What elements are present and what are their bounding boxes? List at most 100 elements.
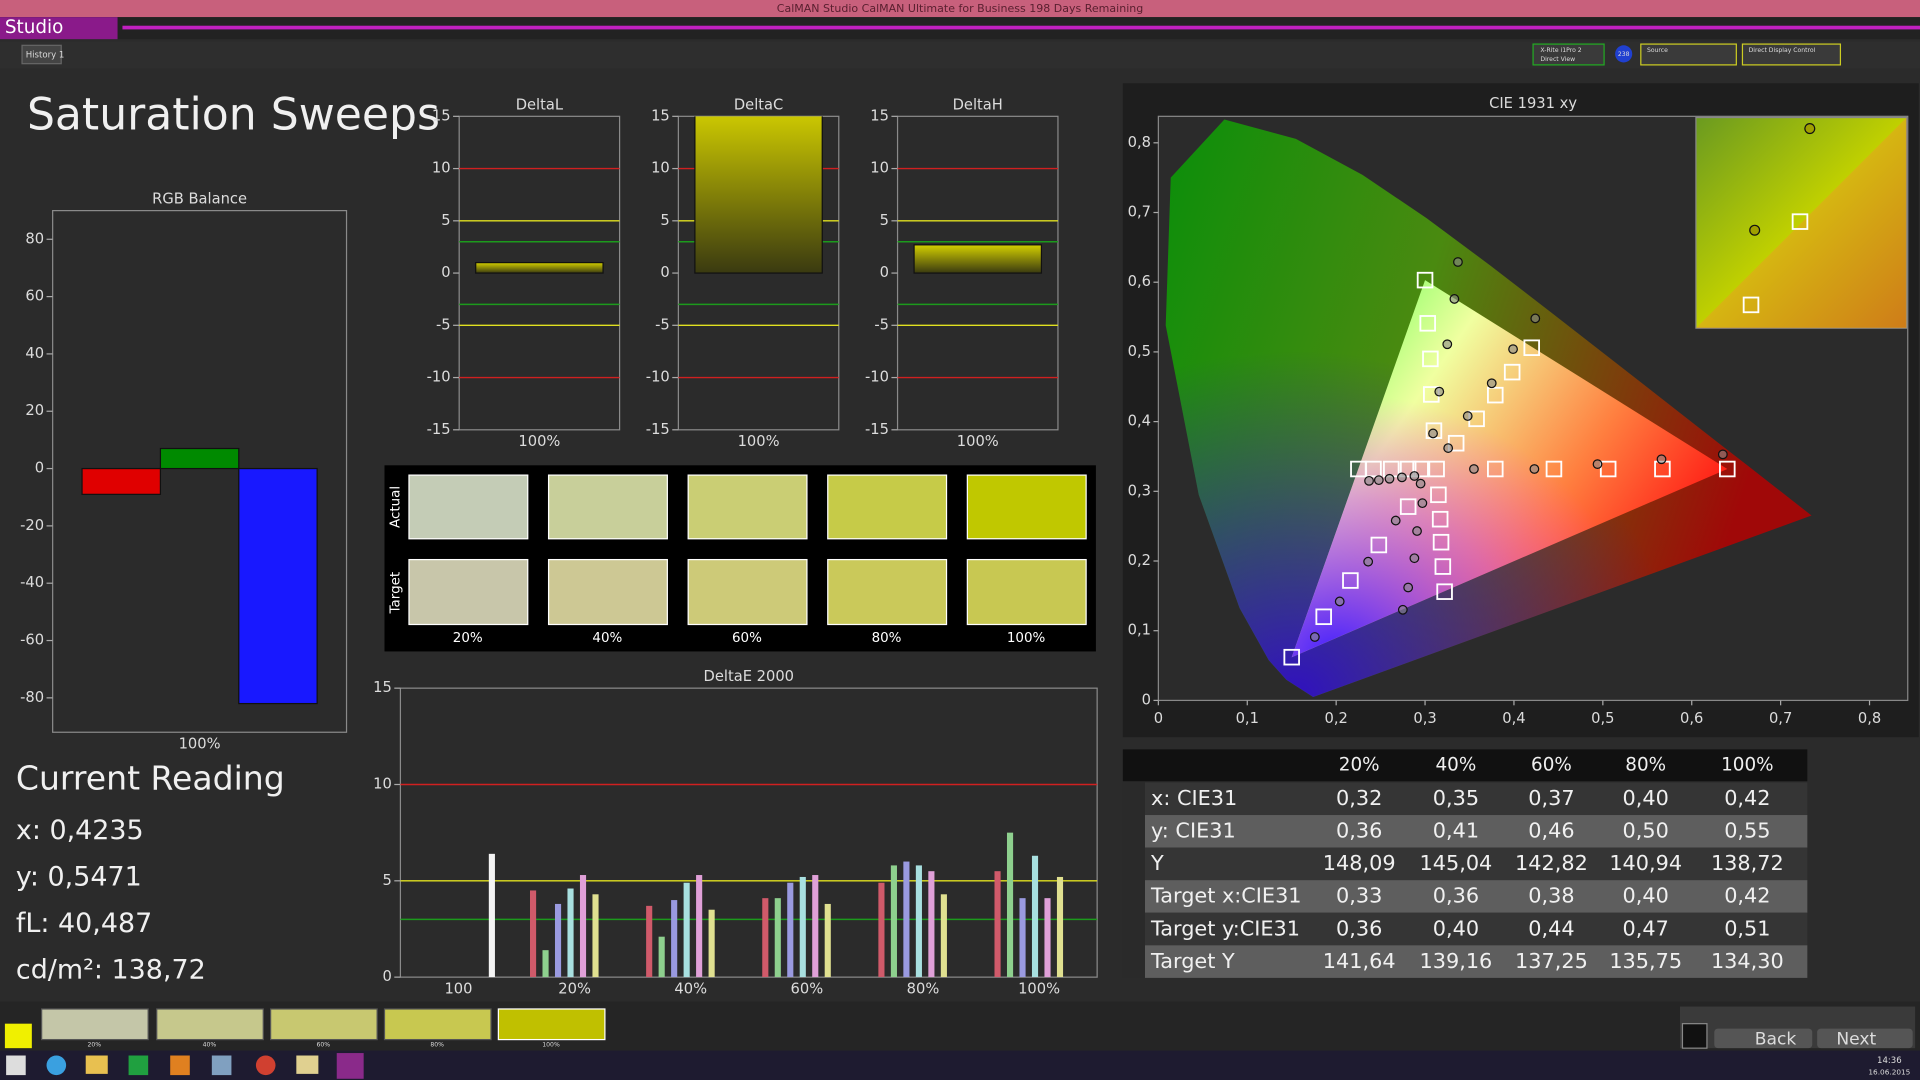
x-tick-label: 100% xyxy=(179,735,221,752)
clock-date: 16.06.2015 xyxy=(1868,1068,1910,1077)
thumbnail[interactable] xyxy=(270,1008,378,1041)
row-header: x: CIE31 xyxy=(1151,786,1237,810)
bar xyxy=(694,116,823,274)
target-point xyxy=(1428,460,1445,478)
table-row-gutter xyxy=(1122,880,1145,913)
table-cell: 0,36 xyxy=(1433,884,1479,908)
target-point xyxy=(1416,271,1434,289)
page-title: Saturation Sweeps xyxy=(27,90,440,141)
taskbar-icon[interactable] xyxy=(128,1055,149,1076)
measured-point xyxy=(1403,582,1414,593)
swatch-target xyxy=(687,558,808,626)
thumbnail[interactable] xyxy=(497,1008,606,1041)
y-tick-label: -5 xyxy=(655,316,670,333)
bar xyxy=(646,905,653,978)
table-cell: 0,35 xyxy=(1433,786,1479,810)
measured-point xyxy=(1486,378,1497,389)
bars xyxy=(694,116,823,274)
y-tick-label: 40 xyxy=(25,345,44,362)
bar xyxy=(1006,832,1014,978)
table-row-gutter xyxy=(1122,815,1145,848)
y-tick-label: -5 xyxy=(874,316,889,333)
column-header: 60% xyxy=(1531,754,1572,775)
y-tick-label: -10 xyxy=(427,369,451,386)
source-box[interactable] xyxy=(1640,43,1737,66)
row-label: Actual xyxy=(389,486,404,528)
taskbar-icon[interactable] xyxy=(296,1055,319,1074)
y-tick-label: -15 xyxy=(427,421,451,438)
gamut-triangle-shade xyxy=(1291,280,1728,658)
bar xyxy=(799,876,806,978)
target-point xyxy=(1419,315,1436,332)
table-cell: 0,36 xyxy=(1336,819,1382,843)
device-box[interactable] xyxy=(1532,43,1605,66)
chart-title: RGB Balance xyxy=(152,191,247,208)
bar xyxy=(812,875,819,978)
taskbar-icon[interactable] xyxy=(255,1055,276,1076)
target-point xyxy=(1503,363,1521,381)
stop-button[interactable] xyxy=(1681,1023,1708,1049)
measured-point xyxy=(1469,464,1479,474)
bar xyxy=(787,882,794,978)
table-cell: 141,64 xyxy=(1323,949,1396,973)
history-tab[interactable] xyxy=(21,44,62,65)
thumbnail[interactable] xyxy=(383,1008,492,1041)
swatch-target xyxy=(966,558,1087,626)
measured-point xyxy=(1409,553,1420,564)
x-tick-label: 0,2 xyxy=(1324,710,1347,727)
current-swatch xyxy=(4,1023,32,1049)
start-button[interactable] xyxy=(6,1055,26,1076)
target-point xyxy=(1487,386,1504,404)
inset-target xyxy=(1742,296,1760,314)
y-tick-label: -60 xyxy=(20,632,44,649)
bars xyxy=(475,261,604,274)
back-button[interactable] xyxy=(1714,1028,1813,1049)
y-tick-label: 15 xyxy=(870,107,889,124)
app-button[interactable] xyxy=(0,17,118,40)
y-tick-label: -80 xyxy=(20,689,44,706)
column-header: 20% xyxy=(1339,754,1380,775)
bar xyxy=(475,261,604,274)
device-name: X-Rite i1Pro 2 xyxy=(1540,47,1581,54)
x-tick-label: 20% xyxy=(558,980,591,997)
bar xyxy=(530,890,537,978)
swatch-label: 100% xyxy=(1007,631,1046,646)
next-button[interactable] xyxy=(1817,1028,1913,1049)
swatch-target xyxy=(408,558,529,626)
display-box[interactable] xyxy=(1741,43,1842,66)
y-tick-label: 0 xyxy=(382,968,391,985)
x-tick-label: 0 xyxy=(1154,710,1163,727)
row-label: Target xyxy=(389,572,404,615)
inset-point xyxy=(1749,224,1761,236)
y-tick-label: 10 xyxy=(432,160,451,177)
table-row-gutter xyxy=(1122,782,1145,816)
table-cell: 0,38 xyxy=(1528,884,1574,908)
table-cell: 139,16 xyxy=(1420,949,1493,973)
target-point xyxy=(1545,460,1563,478)
x-tick-label: 100% xyxy=(1018,980,1060,997)
taskbar-icon[interactable] xyxy=(170,1055,190,1076)
thumbnail[interactable] xyxy=(41,1008,149,1041)
row-header: Y xyxy=(1150,851,1164,875)
swatch-label: 60% xyxy=(732,631,762,646)
bar xyxy=(1044,898,1051,978)
taskbar-icon[interactable] xyxy=(46,1055,67,1076)
measured-point xyxy=(1412,526,1422,536)
table-cell: 142,82 xyxy=(1515,851,1588,875)
reading-line: y: 0,5471 xyxy=(16,861,142,892)
taskbar-icon[interactable] xyxy=(85,1055,108,1074)
taskbar-icon[interactable] xyxy=(336,1053,364,1079)
y-tick-label: 15 xyxy=(373,679,392,696)
thumbnail[interactable] xyxy=(156,1008,264,1041)
y-tick-label: 10 xyxy=(373,775,392,792)
x-tick-label: 100% xyxy=(957,433,999,450)
y-tick-label: -5 xyxy=(436,316,451,333)
taskbar-icon[interactable] xyxy=(211,1055,232,1076)
x-tick-label: 0,4 xyxy=(1502,710,1525,727)
measured-point xyxy=(1592,459,1603,470)
measured-point xyxy=(1434,386,1445,397)
y-tick-label: 10 xyxy=(870,160,889,177)
thumbnail-label: 60% xyxy=(316,1041,330,1048)
y-tick-label: 0,3 xyxy=(1128,482,1151,499)
reading-line: cd/m²: 138,72 xyxy=(16,955,206,986)
